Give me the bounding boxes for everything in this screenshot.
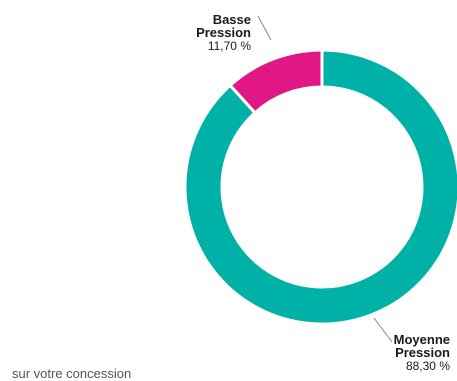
slice-label-name-1-1: Pression xyxy=(395,345,450,360)
leader-lines xyxy=(257,15,393,343)
leader-line-0 xyxy=(257,15,272,41)
slice-value-label-1: 88,30 % xyxy=(406,359,450,373)
slice-value-label-0: 11,70 % xyxy=(208,39,251,53)
donut-slices xyxy=(183,48,457,326)
slice-label-name-0-1: Pression xyxy=(196,25,251,40)
slice-label-name-0-0: Basse xyxy=(213,12,251,27)
leader-line-1 xyxy=(373,317,393,343)
footnote-text: sur votre concession xyxy=(12,366,132,381)
donut-slice-1 xyxy=(183,48,457,326)
slice-label-name-1-0: Moyenne xyxy=(394,332,450,347)
